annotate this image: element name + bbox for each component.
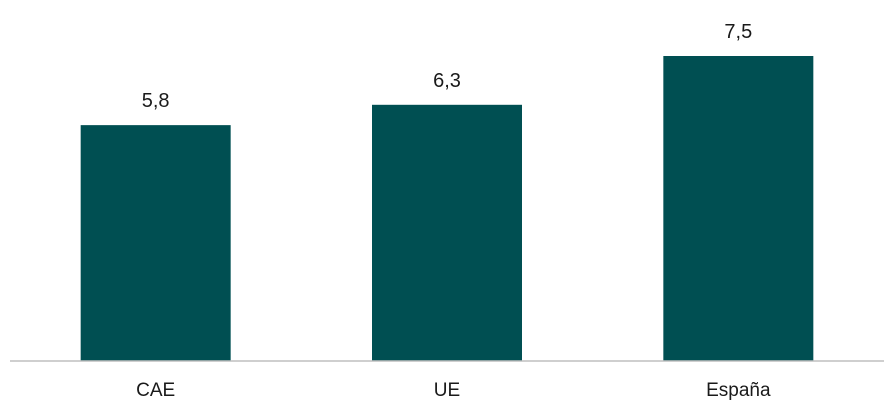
value-label-cae: 5,8 <box>142 90 170 112</box>
value-labels-group: 5,8 6,3 7,5 <box>142 21 752 112</box>
bar-españa <box>663 56 814 361</box>
category-label-ue: UE <box>434 380 460 401</box>
value-label-ue: 6,3 <box>433 70 461 92</box>
bar-cae <box>80 125 231 361</box>
category-labels-group: CAE UE España <box>136 380 771 401</box>
category-label-cae: CAE <box>136 380 175 401</box>
category-label-españa: España <box>706 380 771 401</box>
bars-group <box>80 56 814 362</box>
bar-ue <box>372 104 522 362</box>
value-label-españa: 7,5 <box>724 21 752 43</box>
